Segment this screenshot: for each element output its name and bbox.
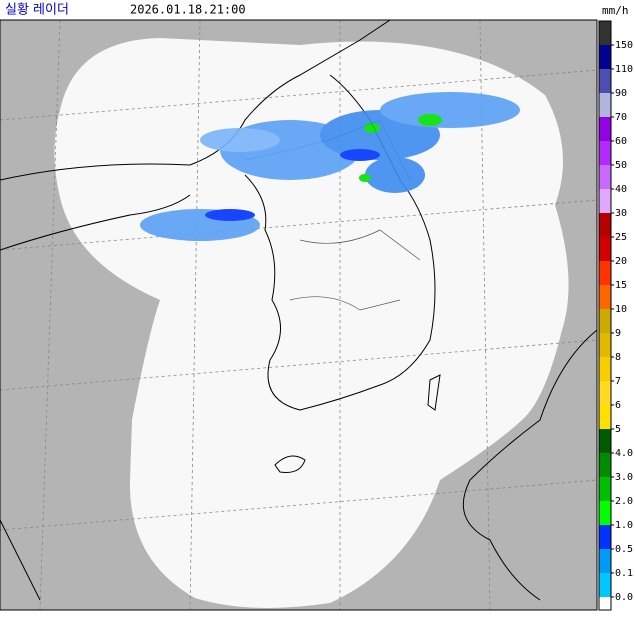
legend-swatch: [599, 381, 611, 405]
legend-label: 110: [615, 64, 633, 75]
legend-swatch: [599, 501, 611, 525]
legend-swatch: [599, 117, 611, 141]
legend-swatch-base: [599, 597, 611, 610]
legend-swatch: [599, 453, 611, 477]
legend-swatch: [599, 333, 611, 357]
rain-echoes: [140, 92, 520, 241]
legend-label: 0.5: [615, 544, 633, 555]
legend-label: 150: [615, 40, 633, 51]
legend-label: 0.1: [615, 568, 633, 579]
map: [0, 19, 598, 611]
legend-swatch: [599, 237, 611, 261]
legend-label: 2.0: [615, 496, 633, 507]
legend-label: 6: [615, 400, 621, 411]
legend-swatch: [599, 93, 611, 117]
legend-label: 50: [615, 160, 627, 171]
legend-label: 90: [615, 88, 627, 99]
unit: mm/h: [602, 4, 629, 17]
legend-label: 10: [615, 304, 627, 315]
legend-label: 0.0: [615, 592, 633, 603]
legend-swatch: [599, 357, 611, 381]
map-frame: [0, 19, 598, 611]
legend-label: 15: [615, 280, 627, 291]
legend-swatch: [599, 285, 611, 309]
legend-label: 5: [615, 424, 621, 435]
legend-swatch: [599, 213, 611, 237]
legend-label: 4.0: [615, 448, 633, 459]
legend-swatch: [599, 45, 611, 69]
legend-label: 9: [615, 328, 621, 339]
legend-frame: [598, 20, 612, 611]
legend-swatch: [599, 525, 611, 549]
timestamp: 2026.01.18.21:00: [130, 3, 246, 17]
legend-swatch: [599, 429, 611, 453]
radar-coverage: [54, 38, 569, 608]
legend-label: 30: [615, 208, 627, 219]
legend-swatch: [599, 549, 611, 573]
legend-swatch: [599, 573, 611, 597]
legend-label: 25: [615, 232, 627, 243]
legend-swatch: [599, 165, 611, 189]
legend-label: 20: [615, 256, 627, 267]
legend-swatch: [599, 189, 611, 213]
legend-label: 3.0: [615, 472, 633, 483]
legend-swatch: [599, 141, 611, 165]
legend-label: 70: [615, 112, 627, 123]
legend-swatch: [599, 69, 611, 93]
legend-label: 1.0: [615, 520, 633, 531]
legend: 150 110 90 70 60 50 40 30 25 20 15 10 9 8 7 6 5 4.0 3.0 2.0…: [598, 20, 633, 611]
title: 실황 레이더: [5, 3, 69, 18]
legend-swatch: [599, 261, 611, 285]
legend-label: 8: [615, 352, 621, 363]
legend-swatch: [599, 21, 611, 45]
legend-swatch: [599, 309, 611, 333]
legend-label: 7: [615, 376, 621, 387]
legend-swatch: [599, 477, 611, 501]
legend-swatch: [599, 405, 611, 429]
legend-label: 40: [615, 184, 627, 195]
legend-label: 60: [615, 136, 627, 147]
